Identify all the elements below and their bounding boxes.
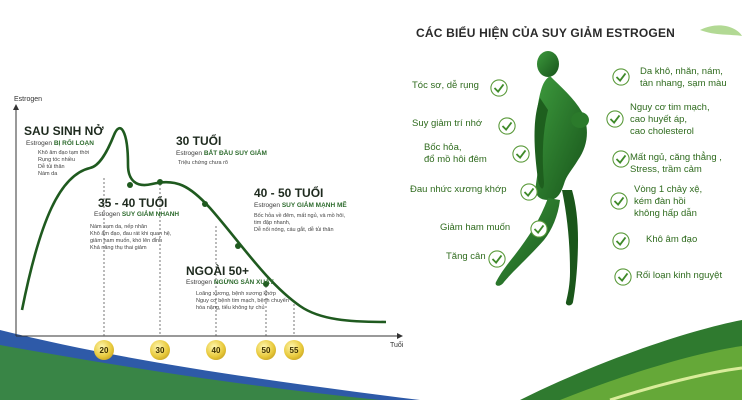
check-icon xyxy=(488,250,506,268)
stage-30-notes: Triệu chứng chưa rõ xyxy=(178,160,228,166)
symptom-hot-flash: Bốc hỏa, đổ mồ hôi đêm xyxy=(424,142,487,165)
age-badge-50: 50 xyxy=(256,340,276,360)
point-50 xyxy=(263,281,269,287)
woman-silhouette-icon xyxy=(495,51,589,306)
check-icon xyxy=(512,145,530,163)
symptom-libido: Giảm ham muốn xyxy=(440,222,511,233)
swirl-highlight xyxy=(609,366,742,400)
symptom-sleep: Mất ngủ, căng thẳng , Stress, trầm cảm xyxy=(630,152,722,175)
point-40 xyxy=(202,201,208,207)
check-icon xyxy=(612,232,630,250)
stage-50plus-sub: Estrogen NGỪNG SẢN XUẤT xyxy=(186,279,274,286)
age-badge-20: 20 xyxy=(94,340,114,360)
symptom-breast: Vòng 1 chảy xệ, kém đàn hồi không hấp dẫ… xyxy=(634,184,703,219)
stage-50plus-notes: Loãng xương, bệnh xương khớp Nguy cơ bện… xyxy=(196,291,289,311)
symptom-hair: Tóc sơ, dễ rụng xyxy=(412,80,479,91)
stage-postpartum-sub: Estrogen BỊ RỐI LOẠN xyxy=(26,140,94,147)
age-badge-30: 30 xyxy=(150,340,170,360)
stage-30-title: 30 TUỔI xyxy=(176,134,222,148)
estrogen-curve-svg xyxy=(13,104,403,339)
stage-40-50-title: 40 - 50 TUỔI xyxy=(254,186,324,200)
check-icon xyxy=(612,68,630,86)
symptom-weight: Tăng cân xyxy=(446,251,486,262)
stage-35-40-title: 35 - 40 TUỔI xyxy=(98,196,168,210)
symptom-cardio: Nguy cơ tim mạch, cao huyết áp, cao chol… xyxy=(630,102,710,137)
stage-postpartum-notes: Khô âm đạo tạm thời Rụng tóc nhiều Dễ tủ… xyxy=(38,150,90,177)
symptom-vaginal-dryness: Khô âm đạo xyxy=(646,234,698,245)
point-35 xyxy=(127,182,133,188)
check-icon xyxy=(530,220,548,238)
check-icon xyxy=(610,192,628,210)
age-guides xyxy=(103,178,295,336)
symptom-menstrual: Rối loạn kinh nguyệt xyxy=(636,270,723,281)
x-axis-label: Tuổi xyxy=(390,342,404,349)
check-icon xyxy=(612,150,630,168)
age-badge-55: 55 xyxy=(284,340,304,360)
stage-50plus-title: NGOÀI 50+ xyxy=(186,264,250,278)
x-axis-arrow xyxy=(397,333,403,339)
y-axis-label: Estrogen xyxy=(14,96,43,103)
point-45 xyxy=(235,243,241,249)
point-30 xyxy=(157,179,163,185)
symptoms-title: CÁC BIỂU HIỆN CỦA SUY GIẢM ESTROGEN xyxy=(416,26,676,40)
leaf-ornament xyxy=(700,25,742,36)
y-axis-arrow xyxy=(13,104,19,110)
age-badge-40: 40 xyxy=(206,340,226,360)
symptom-joint-pain: Đau nhức xương khớp xyxy=(410,184,507,195)
light-green-swirl xyxy=(560,346,742,400)
stage-35-40-notes: Nám sạm da, nếp nhăn Khô âm đạo, đau rát… xyxy=(90,224,172,251)
green-wave xyxy=(0,345,380,400)
check-icon xyxy=(498,117,516,135)
check-icon xyxy=(520,183,538,201)
stage-40-50-notes: Bốc hỏa về đêm, mất ngủ, và mồ hôi, tim … xyxy=(254,213,346,233)
check-icon xyxy=(614,268,632,286)
symptom-memory: Suy giảm trí nhớ xyxy=(412,118,483,129)
stage-30-sub: Estrogen BẮT ĐẦU SUY GIẢM xyxy=(176,150,267,157)
stage-35-40-sub: Estrogen SUY GIẢM NHANH xyxy=(94,211,180,218)
stage-postpartum-title: SAU SINH NỞ xyxy=(24,124,104,138)
check-icon xyxy=(490,79,508,97)
stage-40-50-sub: Estrogen SUY GIẢM MẠNH MẼ xyxy=(254,202,347,209)
symptom-skin: Da khô, nhăn, nám, tàn nhang, sạm màu xyxy=(640,66,727,89)
check-icon xyxy=(606,110,624,128)
estrogen-curve xyxy=(20,127,387,324)
